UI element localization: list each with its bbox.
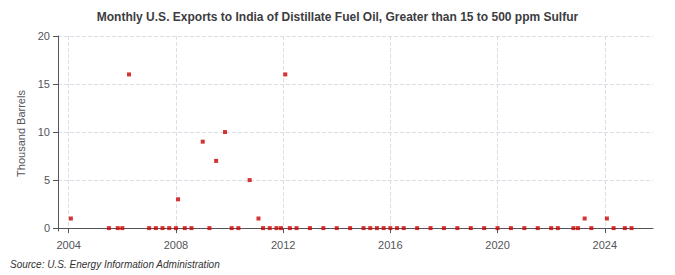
svg-text:0: 0 [44, 222, 50, 234]
svg-text:Source: U.S. Energy Informatio: Source: U.S. Energy Information Administ… [10, 259, 220, 270]
svg-text:2024: 2024 [593, 239, 617, 251]
svg-text:2004: 2004 [56, 239, 80, 251]
svg-text:20: 20 [38, 30, 50, 42]
svg-text:2016: 2016 [378, 239, 402, 251]
svg-text:2008: 2008 [164, 239, 188, 251]
svg-text:2012: 2012 [271, 239, 295, 251]
svg-text:10: 10 [38, 126, 50, 138]
svg-text:Monthly U.S. Exports to India: Monthly U.S. Exports to India of Distill… [97, 10, 579, 24]
svg-text:2020: 2020 [485, 239, 509, 251]
svg-text:Thousand Barrels: Thousand Barrels [15, 90, 27, 177]
svg-text:5: 5 [44, 174, 50, 186]
svg-text:15: 15 [38, 78, 50, 90]
